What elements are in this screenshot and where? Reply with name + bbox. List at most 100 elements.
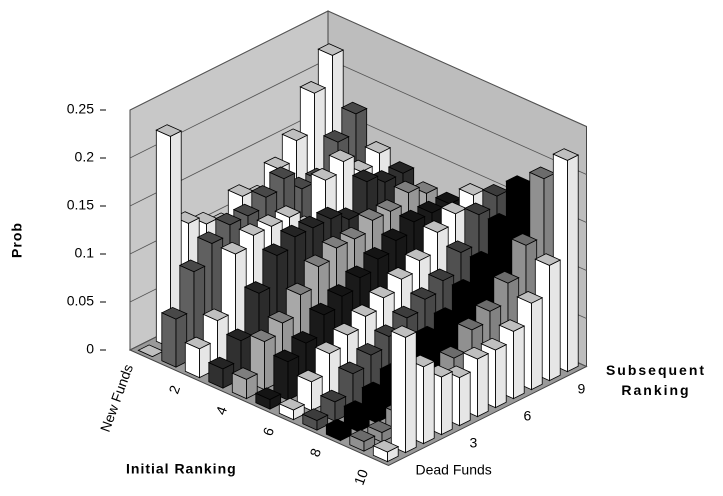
bar-top — [463, 202, 491, 216]
bar-top — [250, 185, 278, 198]
bar-top — [268, 166, 296, 180]
bar-top — [393, 180, 421, 194]
bar-top — [487, 213, 515, 226]
bar — [160, 306, 188, 368]
bar-top — [328, 149, 356, 163]
bar-top — [387, 161, 415, 174]
bar — [278, 397, 306, 421]
bar-top — [451, 279, 479, 292]
bar-top — [272, 349, 300, 363]
bar-top — [357, 208, 385, 221]
bar-top — [368, 285, 396, 299]
x-tick-label: 6 — [259, 425, 277, 438]
bar-top — [474, 299, 502, 312]
bar-top — [267, 310, 295, 324]
bar-top — [351, 169, 379, 183]
bar-top — [184, 336, 212, 350]
bar-top — [301, 408, 329, 421]
bar-front — [494, 343, 507, 409]
bar-top — [369, 170, 397, 183]
bar-top — [456, 317, 484, 331]
bar-top — [281, 128, 309, 142]
bar — [254, 387, 282, 410]
bar-top — [492, 270, 520, 284]
bar-top — [339, 226, 367, 240]
bar-top — [355, 342, 383, 356]
bar-top — [290, 330, 318, 344]
z-tick-label: 3 — [470, 435, 478, 451]
bar — [296, 369, 324, 412]
bar — [390, 325, 418, 454]
bar-top — [348, 429, 376, 442]
bar-front — [440, 370, 453, 436]
bar-front — [404, 331, 417, 454]
bar-top — [231, 367, 259, 380]
bar-side — [161, 312, 177, 368]
y-tick-label: 0.05 — [67, 293, 94, 309]
bar-top — [375, 199, 403, 212]
bar-front — [567, 154, 579, 373]
bar-side — [390, 330, 406, 454]
y-tick-label: 0.2 — [75, 149, 95, 165]
bar-top — [315, 206, 343, 220]
bar-top — [314, 341, 342, 355]
bar-front — [476, 352, 489, 418]
bar-top — [207, 356, 235, 370]
bar-front — [531, 297, 543, 391]
bar-top — [243, 281, 271, 294]
y-tick-label: 0.1 — [75, 245, 95, 261]
bar-top — [510, 233, 538, 246]
bar-top — [364, 141, 392, 154]
bar — [231, 367, 259, 400]
bar-top — [343, 400, 371, 413]
bar-top — [404, 248, 432, 262]
bar — [314, 341, 342, 403]
bar-top — [462, 346, 490, 360]
x-tick-label: 4 — [212, 404, 230, 417]
bar-top — [398, 209, 426, 223]
bar — [207, 356, 235, 389]
bar-top — [285, 282, 313, 296]
bar-top — [372, 439, 400, 453]
bar-top — [480, 337, 508, 351]
x-tick-label: 10 — [351, 467, 371, 487]
bar-top — [321, 235, 349, 249]
y-tick-label: 0.15 — [67, 197, 94, 213]
bar-top — [296, 369, 324, 383]
y-tick-label: 0.25 — [67, 101, 94, 117]
bar-top — [552, 148, 580, 161]
bar-top — [534, 253, 562, 266]
bar-top — [310, 168, 338, 181]
bar-top — [319, 389, 347, 403]
bar-front — [513, 325, 525, 400]
y-tick-label: 0 — [86, 341, 94, 357]
bar — [372, 439, 400, 463]
bar-front — [549, 259, 561, 382]
bar-top — [303, 254, 331, 268]
bar-top — [433, 307, 461, 320]
bar-top — [325, 418, 353, 432]
z-tick-label: 6 — [524, 408, 532, 424]
bar-top — [411, 181, 439, 194]
bar-top — [390, 325, 418, 338]
bar-top — [202, 308, 230, 322]
bar-top — [391, 305, 419, 319]
z-tick-label: 9 — [578, 381, 586, 397]
bar-top — [409, 287, 437, 300]
y-axis-title: Prob — [9, 222, 25, 258]
bar-top — [254, 387, 282, 400]
bar-top — [380, 228, 408, 241]
bar-top — [297, 215, 325, 229]
bar-top — [249, 329, 277, 343]
bar-top — [256, 214, 284, 227]
bar — [272, 349, 300, 401]
bar-top — [279, 224, 307, 238]
bar-top — [299, 81, 327, 94]
bar-top — [160, 306, 188, 320]
bar — [319, 389, 347, 422]
bar-top — [516, 291, 544, 304]
bar-top — [422, 220, 450, 233]
x-axis-title: Initial Ranking — [126, 461, 237, 477]
bar-top — [332, 322, 360, 336]
